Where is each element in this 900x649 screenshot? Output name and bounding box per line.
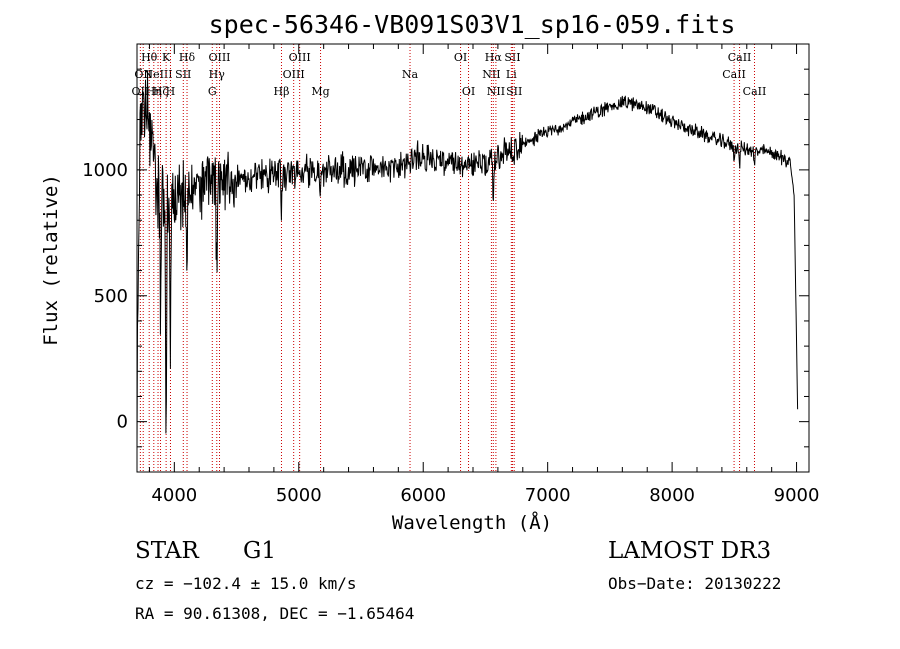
line-marker-label: H bbox=[166, 85, 176, 98]
object-class: STAR bbox=[135, 538, 199, 564]
line-marker-label: NII bbox=[482, 68, 500, 81]
y-tick-label: 1000 bbox=[82, 160, 128, 181]
y-tick-label: 500 bbox=[94, 286, 128, 307]
x-axis: 4000 5000 6000 7000 8000 9000 bbox=[148, 44, 820, 506]
x-tick-label: 6000 bbox=[400, 485, 446, 506]
line-marker-label: Hβ bbox=[274, 85, 290, 98]
coordinates: RA = 90.61308, DEC = −1.65464 bbox=[135, 604, 415, 623]
line-marker-label: OI bbox=[454, 51, 467, 64]
line-marker-label: SII bbox=[504, 51, 520, 64]
line-marker-label: NII bbox=[487, 85, 505, 98]
y-tick-label: 0 bbox=[117, 412, 128, 433]
line-marker-label: Hθ bbox=[141, 51, 158, 64]
line-marker-label: CaII bbox=[743, 85, 767, 98]
spectrum-line bbox=[136, 70, 799, 448]
survey-name: LAMOST DR3 bbox=[608, 538, 772, 564]
y-axis-label: Flux (relative) bbox=[40, 174, 62, 346]
line-marker-label: OIII bbox=[289, 51, 311, 64]
line-marker-label: NeIII bbox=[143, 68, 172, 81]
line-marker-label: Mg bbox=[311, 85, 329, 98]
line-marker-label: Hη bbox=[146, 85, 162, 98]
y-axis: 0 500 1000 bbox=[82, 68, 809, 448]
line-marker-label: OIII bbox=[283, 68, 305, 81]
x-tick-label: 4000 bbox=[151, 485, 197, 506]
line-marker-label: OII bbox=[132, 85, 150, 98]
line-marker-label: Hγ bbox=[209, 68, 226, 81]
observation-date: Obs−Date: 20130222 bbox=[608, 574, 782, 593]
line-marker-label: OI bbox=[462, 85, 475, 98]
object-subclass: G1 bbox=[243, 538, 277, 564]
redshift-velocity: cz = −102.4 ± 15.0 km/s bbox=[135, 574, 357, 593]
line-marker-label: SII bbox=[175, 68, 191, 81]
line-marker-label: CaII bbox=[728, 51, 752, 64]
line-marker-label: K bbox=[162, 51, 171, 64]
x-tick-label: 8000 bbox=[649, 485, 695, 506]
x-tick-label: 7000 bbox=[525, 485, 571, 506]
chart-title: spec-56346-VB091S03V1_sp16-059.fits bbox=[209, 10, 736, 39]
line-marker-label: CaII bbox=[722, 68, 746, 81]
line-marker-label: Hα bbox=[485, 51, 503, 64]
line-markers: OIIOIIHθHηNeIIIHζKHSIIHδGHγOIIIHβOIIIOII… bbox=[132, 44, 767, 472]
line-marker-label: Li bbox=[506, 68, 517, 81]
line-marker-label: OIII bbox=[208, 51, 230, 64]
line-marker-label: Na bbox=[402, 68, 419, 81]
line-marker-label: SII bbox=[506, 85, 522, 98]
line-marker-label: G bbox=[208, 85, 217, 98]
x-tick-label: 9000 bbox=[774, 485, 820, 506]
line-marker-label: Hζ bbox=[153, 85, 169, 98]
x-tick-label: 5000 bbox=[276, 485, 322, 506]
line-marker-label: Hδ bbox=[179, 51, 196, 64]
x-axis-label: Wavelength (Å) bbox=[392, 511, 552, 534]
plot-frame bbox=[136, 43, 810, 473]
